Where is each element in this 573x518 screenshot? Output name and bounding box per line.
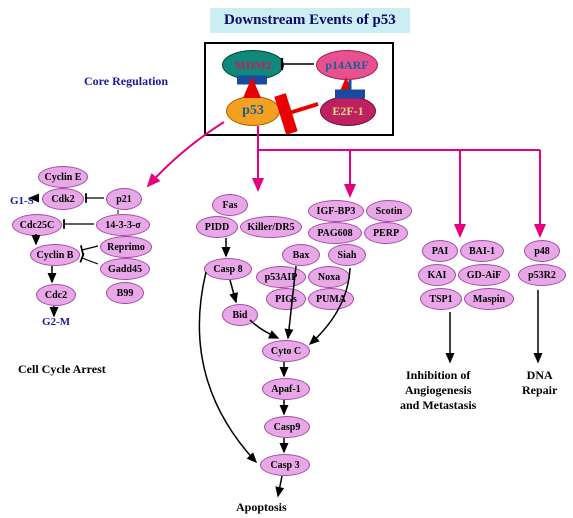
node-siah: Siah [328,244,366,266]
node-pidd: PIDD [196,216,238,238]
core-regulation-label: Core Regulation [84,74,168,89]
node-scotin: Scotin [366,200,412,222]
node-reprimo: Reprimo [100,236,152,258]
node-b99: B99 [106,282,144,304]
node-igfbp3: IGF-BP3 [308,200,364,222]
node-pag608: PAG608 [308,222,362,244]
node-fas: Fas [212,194,248,216]
node-p53aip: p53AIP [256,266,306,288]
node-bax: Bax [282,244,320,266]
node-p53r2: p53R2 [518,264,566,286]
node-bai1: BAI-1 [460,240,504,262]
outcome-apoptosis: Apoptosis [236,500,287,515]
diagram-title: Downstream Events of p53 [210,8,410,33]
node-apaf1: Apaf-1 [262,378,310,400]
node-cdc25c: Cdc25C [12,214,62,236]
phase-g2m: G2-M [42,316,70,328]
outcome-dna: DNA Repair [522,368,557,398]
node-puma: PUMA [308,288,354,310]
outcome-cell-cycle: Cell Cycle Arrest [18,362,106,377]
node-cyclinB: Cyclin B [30,244,80,266]
node-casp8: Casp 8 [204,258,252,280]
node-p14arf: p14ARF [316,50,378,80]
node-mdm2: MDM2 [222,50,284,80]
phase-g1s: G1-S [10,195,34,207]
node-bid: Bid [222,304,258,326]
node-gadd45: Gadd45 [100,258,150,280]
node-pigs: PIGs [266,288,306,310]
node-noxa: Noxa [308,266,350,288]
node-kai: KAI [418,264,456,286]
node-cdc2: Cdc2 [36,284,76,306]
node-perp: PERP [364,222,408,244]
node-p53: p53 [226,96,280,126]
node-tsp1: TSP1 [420,288,462,310]
node-cyclinE: Cyclin E [38,166,88,188]
node-maspin: Maspin [464,288,514,310]
node-p21: p21 [106,188,142,210]
node-casp9: Casp9 [264,416,310,438]
node-casp3: Casp 3 [260,454,310,476]
node-e2f1: E2F-1 [320,96,376,126]
node-1433: 14-3-3-σ [96,214,150,236]
node-p48: p48 [524,240,560,262]
node-cytoc: Cyto C [262,340,310,362]
node-gdaif: GD-AiF [458,264,510,286]
node-killer: Killer/DR5 [240,216,302,238]
outcome-angio: Inhibition of Angiogenesis and Metastasi… [400,368,476,413]
node-pai: PAI [422,240,458,262]
node-cdk2: Cdk2 [42,188,84,210]
